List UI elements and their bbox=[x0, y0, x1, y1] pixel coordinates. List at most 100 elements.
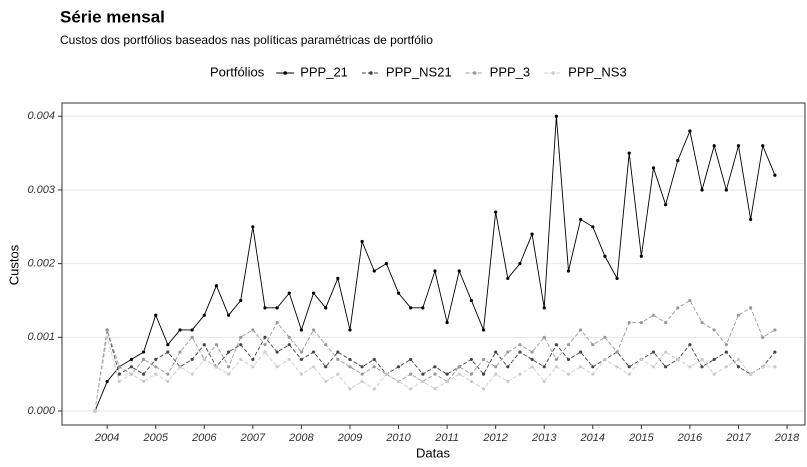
point bbox=[615, 276, 619, 280]
point bbox=[591, 365, 595, 369]
legend-marker bbox=[551, 71, 555, 75]
point bbox=[481, 328, 486, 332]
point bbox=[239, 298, 243, 303]
point bbox=[615, 350, 619, 354]
point bbox=[275, 350, 279, 354]
point bbox=[530, 232, 534, 236]
x-tick-label: 2016 bbox=[677, 432, 703, 444]
point bbox=[372, 387, 376, 391]
point bbox=[688, 365, 692, 369]
point bbox=[700, 365, 704, 369]
point bbox=[141, 379, 146, 384]
point bbox=[651, 350, 656, 354]
point bbox=[579, 350, 583, 354]
point bbox=[469, 372, 473, 376]
point bbox=[129, 365, 134, 369]
point bbox=[469, 298, 473, 303]
point bbox=[214, 343, 219, 347]
point bbox=[166, 379, 170, 384]
point bbox=[749, 306, 753, 310]
point bbox=[166, 372, 170, 376]
point bbox=[178, 328, 182, 332]
y-tick-label: 0.002 bbox=[27, 258, 55, 270]
point bbox=[372, 357, 376, 362]
chart-title: Série mensal bbox=[60, 7, 165, 26]
series-line bbox=[94, 299, 776, 412]
point bbox=[421, 306, 425, 310]
legend: Portfólios PPP_21 PPP_NS21 PPP_3 PPP_NS3 bbox=[210, 64, 627, 79]
point bbox=[651, 365, 656, 369]
point bbox=[287, 335, 291, 339]
point bbox=[676, 306, 680, 310]
point bbox=[481, 387, 486, 391]
point bbox=[724, 365, 728, 369]
point bbox=[105, 335, 109, 339]
point bbox=[481, 372, 486, 376]
point bbox=[287, 357, 291, 362]
point bbox=[129, 357, 134, 362]
point bbox=[542, 365, 546, 369]
legend-label: PPP_NS3 bbox=[568, 64, 627, 79]
point bbox=[324, 343, 328, 347]
point bbox=[202, 313, 206, 317]
point bbox=[736, 144, 741, 148]
point bbox=[263, 335, 267, 339]
point bbox=[141, 350, 146, 354]
point bbox=[336, 357, 340, 362]
point bbox=[481, 357, 486, 362]
x-tick-label: 2004 bbox=[94, 432, 119, 444]
legend-label: PPP_3 bbox=[490, 64, 530, 79]
point bbox=[579, 217, 583, 222]
point bbox=[275, 306, 279, 310]
point bbox=[409, 357, 413, 362]
point bbox=[287, 343, 291, 347]
x-axis-label: Datas bbox=[416, 445, 450, 460]
point bbox=[202, 343, 206, 347]
y-tick-label: 0.001 bbox=[27, 331, 55, 343]
point bbox=[736, 365, 741, 369]
point bbox=[190, 328, 194, 332]
point bbox=[178, 365, 182, 369]
point bbox=[554, 357, 558, 362]
point bbox=[639, 320, 643, 325]
point bbox=[700, 320, 704, 325]
point bbox=[494, 350, 498, 354]
point bbox=[749, 217, 753, 222]
point bbox=[433, 372, 437, 376]
x-tick-label: 2017 bbox=[725, 432, 751, 444]
point bbox=[445, 379, 449, 384]
point bbox=[506, 276, 510, 280]
point bbox=[324, 306, 328, 310]
point bbox=[688, 298, 692, 303]
point bbox=[603, 254, 607, 258]
point bbox=[664, 350, 668, 354]
y-axis-label: Custos bbox=[6, 244, 21, 285]
point bbox=[166, 343, 170, 347]
point bbox=[554, 114, 558, 118]
point bbox=[226, 350, 231, 354]
x-tick-label: 2015 bbox=[628, 432, 654, 444]
point bbox=[445, 372, 449, 376]
point bbox=[615, 365, 619, 369]
point bbox=[761, 365, 765, 369]
point bbox=[178, 350, 182, 354]
x-tick-label: 2018 bbox=[774, 432, 800, 444]
point bbox=[688, 129, 692, 133]
point bbox=[421, 379, 425, 384]
point bbox=[154, 313, 158, 317]
point bbox=[299, 372, 304, 376]
point bbox=[239, 357, 243, 362]
point bbox=[372, 365, 376, 369]
point bbox=[311, 350, 316, 354]
point bbox=[433, 365, 437, 369]
x-tick-label: 2011 bbox=[434, 432, 459, 444]
point bbox=[372, 269, 376, 273]
point bbox=[773, 173, 777, 177]
point bbox=[749, 372, 753, 376]
point bbox=[117, 372, 121, 376]
point bbox=[384, 372, 388, 376]
y-tick-label: 0.003 bbox=[27, 184, 55, 196]
point bbox=[639, 254, 643, 258]
point bbox=[324, 379, 328, 384]
point bbox=[712, 328, 716, 332]
